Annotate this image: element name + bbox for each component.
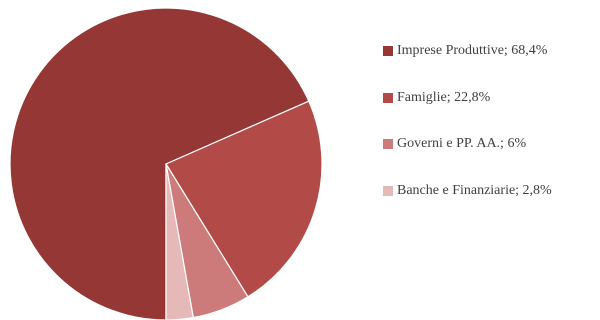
legend-label: Governi e PP. AA.; 6% [397,136,527,151]
pie-slice-1 [9,7,310,320]
legend-item: Famiglie; 22,8% [383,89,595,107]
pie-slice-2 [165,100,323,298]
legend-item: Governi e PP. AA.; 6% [383,135,595,153]
legend-swatch [383,46,393,56]
legend-swatch [383,139,393,149]
legend-swatch [383,185,393,196]
legend-label: Famiglie; 22,8% [397,89,491,105]
legend-item: Imprese Produttive; 68,4% [383,42,595,60]
legend-swatch [383,92,393,103]
legend-label: Banche e Finanziarie; 2,8% [397,182,552,198]
legend: Imprese Produttive; 68,4% Famiglie; 22,8%… [383,42,595,228]
legend-item: Banche e Finanziarie; 2,8% [383,182,595,200]
legend-label: Imprese Produttive; 68,4% [397,43,548,58]
